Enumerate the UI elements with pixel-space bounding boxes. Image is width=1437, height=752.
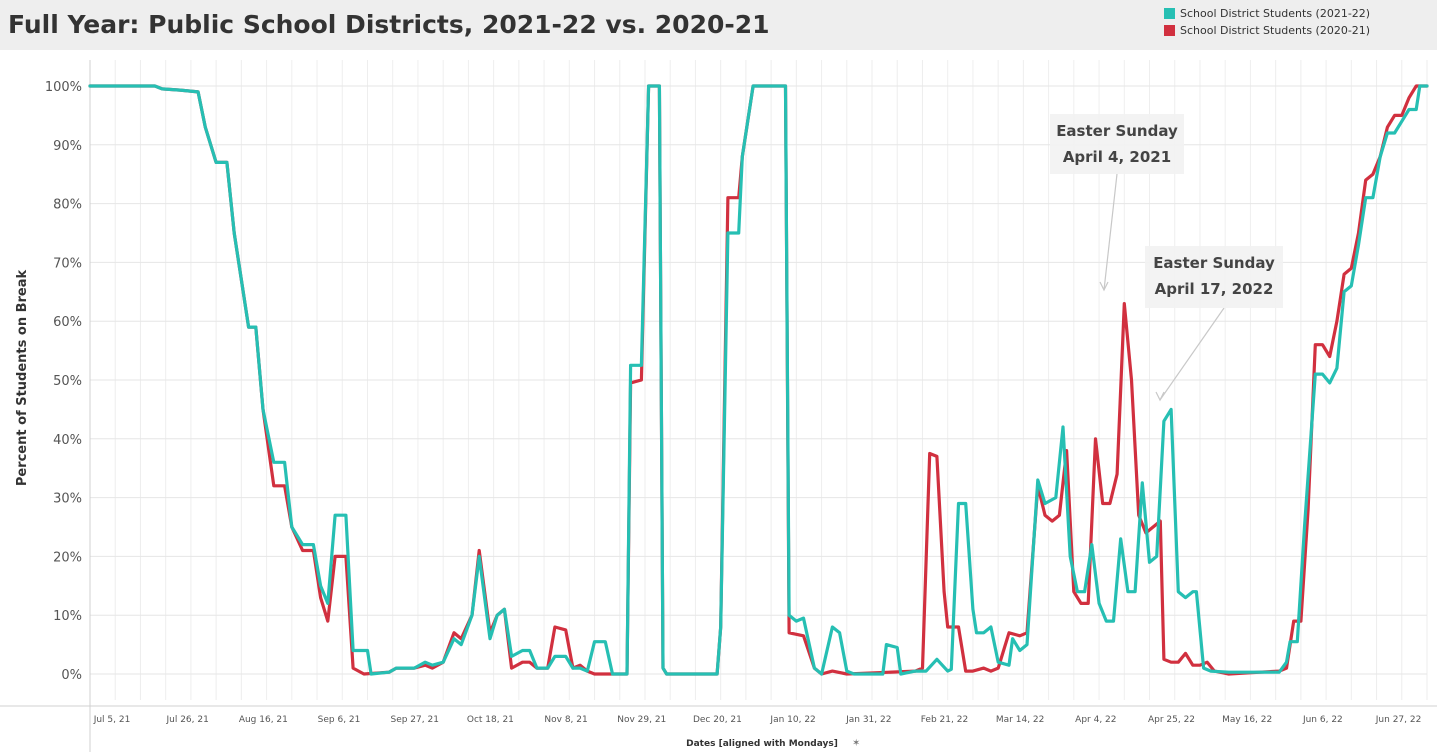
x-tick-label: Aug 16, 21 [239,715,288,725]
y-tick-label: 20% [53,550,82,565]
x-tick-label: Mar 14, 22 [996,715,1044,725]
series-lines[interactable] [88,84,1429,676]
axes: 0% 10% 20% 30% 40% 50% 60% 70% 80% 90% 100% Jul 5, … [0,60,1437,752]
legend-label-2021-22: School District Students (2021-22) [1180,7,1371,20]
annotations: Easter Sunday April 4, 2021 Easter Sunday A… [1050,114,1283,402]
y-tick-label: 100% [45,80,82,95]
annotation-leader-line [1103,173,1118,291]
x-tick-label: May 16, 22 [1222,715,1272,725]
x-tick-label: Apr 25, 22 [1148,715,1195,725]
x-tick-label: Jul 26, 21 [165,715,208,725]
x-tick-label: Nov 29, 21 [617,715,666,725]
y-tick-label: 50% [53,374,82,389]
annotation-box [1145,246,1283,308]
annotation-arrowhead [1099,281,1109,292]
annotation-text: April 17, 2022 [1155,280,1274,298]
annotation-text: Easter Sunday [1056,122,1178,140]
series-line-2021-22[interactable] [88,84,1429,676]
legend-swatch-2020-21 [1164,25,1175,36]
legend[interactable]: School District Students (2021-22) Schoo… [1164,5,1370,39]
annotation-box [1050,114,1184,174]
x-tick-label: Nov 8, 21 [544,715,587,725]
y-tick-label: 80% [53,198,82,213]
annotation-arrowhead [1155,391,1165,402]
annotation-text: Easter Sunday [1153,254,1275,272]
y-tick-label: 30% [53,492,82,507]
pin-icon: ✶ [852,738,860,749]
y-tick-label: 70% [53,256,82,271]
y-axis-label: Percent of Students on Break [15,269,30,486]
x-tick-label: Feb 21, 22 [921,715,968,725]
y-tick-label: 0% [61,668,82,683]
x-tick-label: Jan 31, 22 [845,715,891,725]
legend-swatch-2021-22 [1164,8,1175,19]
header-bar [0,0,1437,50]
x-tick-label: Jul 5, 21 [93,715,131,725]
y-tick-label: 60% [53,315,82,330]
chart-title: Full Year: Public School Districts, 2021… [8,10,770,39]
annotation-leader-line [1159,307,1225,401]
y-tick-label: 10% [53,609,82,624]
legend-label-2020-21: School District Students (2020-21) [1180,24,1371,37]
x-tick-label: Sep 27, 21 [390,715,438,725]
y-tick-label: 40% [53,433,82,448]
x-tick-label: Apr 4, 22 [1075,715,1116,725]
legend-item-2021-22[interactable]: School District Students (2021-22) [1164,5,1370,22]
legend-item-2020-21[interactable]: School District Students (2020-21) [1164,22,1370,39]
y-tick-label: 90% [53,139,82,154]
x-tick-label: Sep 6, 21 [318,715,361,725]
x-tick-label: Jun 27, 22 [1375,715,1422,725]
x-axis-label: Dates [aligned with Mondays] [686,739,838,749]
x-tick-label: Jan 10, 22 [769,715,815,725]
annotation-text: April 4, 2021 [1063,148,1171,166]
x-tick-label: Dec 20, 21 [693,715,742,725]
x-tick-label: Oct 18, 21 [467,715,514,725]
gridlines [89,60,1428,700]
x-tick-label: Jun 6, 22 [1302,715,1343,725]
